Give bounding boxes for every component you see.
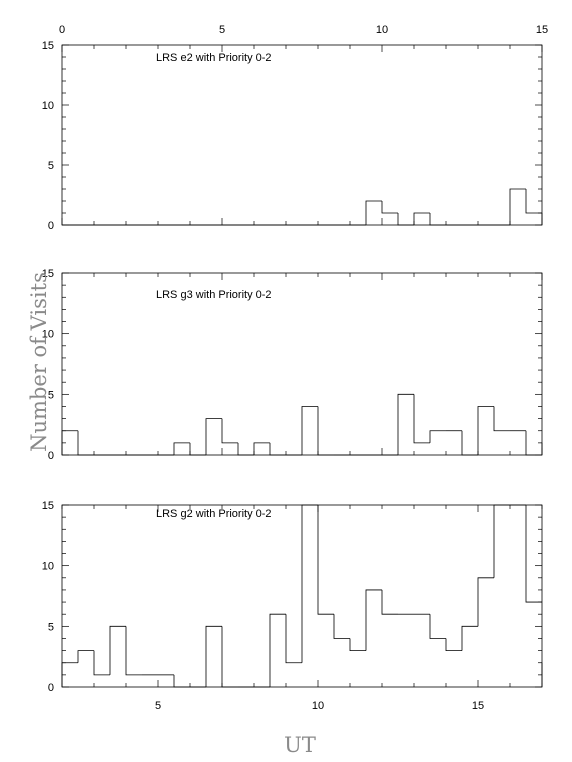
- histogram-bin: [205, 418, 222, 455]
- histogram-bin: [493, 504, 510, 578]
- histogram-bin: [365, 200, 382, 225]
- histogram-bin: [525, 189, 542, 214]
- histogram-bin: [61, 430, 78, 455]
- histogram-bin: [77, 430, 94, 456]
- histogram-bin: [317, 505, 334, 615]
- histogram-bin: [189, 442, 206, 456]
- histogram-bin: [429, 430, 446, 443]
- histogram-bin: [237, 442, 254, 456]
- histogram-bin: [77, 650, 94, 663]
- x-tick-label: 0: [59, 24, 65, 36]
- histogram-bin: [125, 626, 142, 676]
- histogram-bin: [381, 201, 398, 214]
- y-tick-label: 5: [48, 621, 54, 633]
- histogram-bin: [509, 188, 526, 225]
- histogram-bin: [525, 430, 542, 456]
- histogram-bin: [109, 625, 126, 675]
- histogram-bin: [349, 638, 366, 651]
- x-tick-label: 5: [219, 24, 225, 36]
- plot-frame: [61, 44, 543, 226]
- x-tick-label: 10: [376, 24, 388, 36]
- y-tick-label: 15: [42, 268, 54, 280]
- y-tick-label: 15: [42, 500, 54, 512]
- histogram-bin: [269, 442, 286, 456]
- histogram-bin: [461, 625, 478, 651]
- y-tick-label: 5: [48, 389, 54, 401]
- histogram-bin: [461, 430, 478, 456]
- y-tick-label: 5: [48, 160, 54, 172]
- histogram-bin: [333, 614, 350, 639]
- panel-lrs-g2: 0 5 10 15 5 10 15 LRS g2 with Priority 0-2: [42, 500, 543, 712]
- histogram-bin: [173, 442, 190, 455]
- histogram-bin: [493, 406, 510, 432]
- panel-annotation: LRS g2 with Priority 0-2: [156, 508, 272, 520]
- histogram-bin: [413, 212, 430, 225]
- histogram-bin: [269, 613, 286, 687]
- panel-lrs-e2: 0 5 10 15 0 5 10 15 LRS e2 with Priority 0-2: [42, 24, 548, 232]
- histogram-bin: [285, 614, 302, 664]
- histogram-bin: [301, 504, 318, 663]
- histogram-bin: [173, 674, 190, 688]
- histogram-bin: [429, 614, 446, 639]
- histogram-bin: [93, 650, 110, 676]
- histogram-bin: [477, 577, 494, 627]
- x-tick-label: 15: [472, 700, 484, 712]
- panel-annotation: LRS e2 with Priority 0-2: [156, 52, 272, 64]
- x-axis-title: UT: [284, 733, 316, 757]
- histogram-bin: [221, 418, 238, 444]
- histogram-bin: [253, 442, 270, 455]
- histogram-bin: [445, 638, 462, 651]
- histogram-bin: [429, 213, 446, 226]
- histogram-bin: [221, 626, 238, 688]
- y-tick-label: 10: [42, 329, 54, 341]
- histogram-bin: [317, 406, 334, 456]
- histogram-bin: [413, 394, 430, 444]
- histogram-bin: [397, 213, 414, 226]
- y-tick-label: 0: [48, 220, 54, 232]
- histogram-bin: [301, 406, 318, 455]
- histogram-bin: [365, 589, 382, 651]
- y-tick-label: 0: [48, 450, 54, 462]
- y-axis-title: Number of Visits: [27, 272, 51, 452]
- y-tick-label: 10: [42, 561, 54, 573]
- histogram-bin: [61, 662, 78, 687]
- histogram-bin: [397, 393, 414, 455]
- x-tick-label: 10: [312, 700, 324, 712]
- histogram-bin: [205, 625, 222, 687]
- x-tick-label: 15: [536, 24, 548, 36]
- y-tick-label: 0: [48, 682, 54, 694]
- x-tick-label: 5: [155, 700, 161, 712]
- panel-annotation: LRS g3 with Priority 0-2: [156, 289, 272, 301]
- panel-lrs-g3: 0 5 10 15 LRS g3 with Priority 0-2: [42, 268, 543, 462]
- histogram-bin: [381, 589, 398, 615]
- histogram-bin: [477, 406, 494, 455]
- y-tick-label: 10: [42, 100, 54, 112]
- histogram-bin: [525, 505, 542, 603]
- y-tick-label: 15: [42, 40, 54, 52]
